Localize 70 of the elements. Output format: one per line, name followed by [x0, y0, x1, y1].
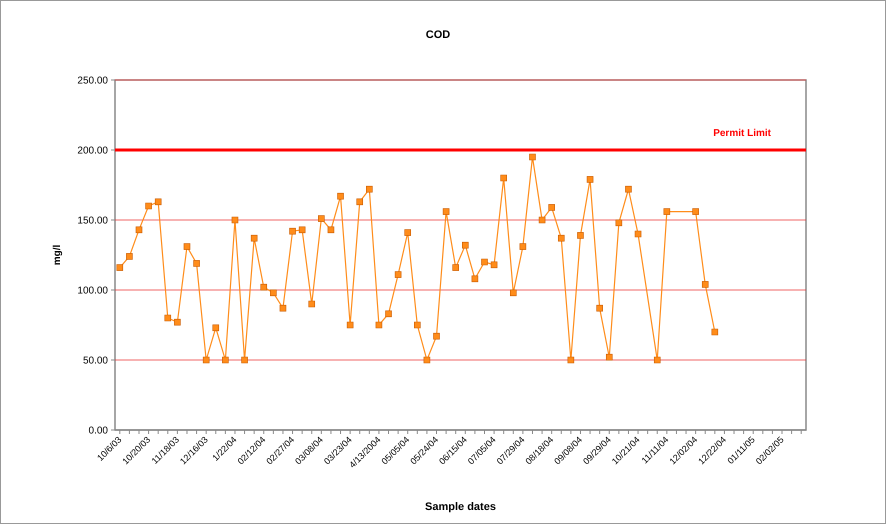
point — [462, 242, 469, 248]
point — [664, 208, 670, 215]
point — [394, 271, 402, 278]
point — [250, 234, 258, 242]
point — [634, 230, 642, 238]
point — [520, 243, 526, 250]
point — [606, 354, 613, 360]
y-axis-title: mg/l — [52, 244, 63, 266]
y-tick-label: 50.00 — [82, 356, 108, 366]
point — [116, 264, 124, 271]
point — [385, 310, 392, 318]
point — [702, 281, 709, 288]
point — [500, 174, 507, 182]
x-axis-title: Sample dates — [425, 501, 496, 513]
point — [145, 202, 152, 210]
point — [529, 154, 536, 160]
point — [126, 253, 133, 260]
point — [596, 304, 603, 312]
y-tick-label: 200.00 — [77, 146, 108, 156]
point — [472, 276, 478, 282]
point — [222, 356, 229, 364]
point — [308, 300, 316, 308]
y-tick-label: 250.00 — [77, 76, 108, 86]
point — [232, 216, 238, 224]
point — [510, 290, 517, 296]
point — [452, 264, 459, 271]
point — [654, 356, 661, 364]
point — [356, 198, 364, 206]
point — [586, 176, 594, 183]
point — [154, 198, 162, 206]
point — [366, 186, 373, 192]
point — [538, 216, 546, 224]
point — [328, 226, 334, 234]
point — [136, 226, 142, 234]
y-tick-label: 100.00 — [77, 286, 108, 296]
point — [193, 260, 200, 267]
point — [442, 208, 450, 215]
point — [174, 318, 181, 326]
point — [481, 258, 488, 266]
point — [625, 186, 632, 192]
point — [202, 356, 210, 364]
point — [548, 204, 555, 211]
point — [558, 234, 565, 242]
point — [568, 356, 574, 364]
point — [318, 215, 325, 222]
point — [616, 220, 622, 226]
point — [270, 290, 277, 296]
point — [289, 228, 296, 234]
point — [712, 328, 718, 336]
point — [577, 232, 584, 239]
point — [490, 262, 498, 268]
point — [212, 324, 220, 332]
point — [241, 356, 248, 364]
point — [414, 322, 421, 328]
point — [424, 356, 430, 364]
chart-title: COD — [426, 29, 450, 41]
point — [164, 314, 172, 322]
point — [376, 322, 382, 328]
point — [260, 284, 268, 290]
ref-line-label: Permit Limit — [713, 128, 772, 139]
y-tick-label: 150.00 — [77, 216, 108, 226]
point — [184, 243, 190, 250]
point — [280, 304, 286, 312]
point — [298, 226, 306, 234]
point — [346, 322, 354, 328]
point — [404, 229, 412, 236]
point — [337, 192, 344, 200]
point — [433, 332, 440, 340]
y-tick-label: 0.00 — [88, 426, 108, 436]
point — [692, 208, 699, 215]
